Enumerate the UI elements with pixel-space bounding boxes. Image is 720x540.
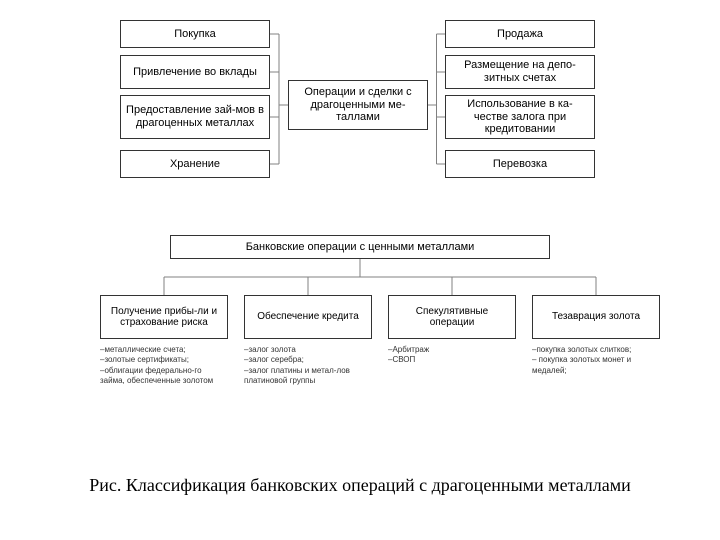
node-left-2: Предоставление зай-мов в драгоценных мет… [120,95,270,139]
node-left-3: Хранение [120,150,270,178]
node-child-3: Тезаврация золота [532,295,660,339]
node-child-0: Получение прибы-ли и страхование риска [100,295,228,339]
sub-3: –покупка золотых слитков;– покупка золот… [532,345,660,376]
node-bottom-root: Банковские операции с ценными металлами [170,235,550,259]
sub-1: –залог золота–залог серебра;–залог плати… [244,345,372,387]
sub-0: –металлические счета;–золотые сертификат… [100,345,228,387]
node-child-1: Обеспечение кредита [244,295,372,339]
node-right-2: Использование в ка-честве залога при кре… [445,95,595,139]
figure-caption: Рис. Классификация банковских операций с… [0,475,720,496]
node-top-center: Операции и сделки с драгоценными ме-талл… [288,80,428,130]
node-child-2: Спекулятивные операции [388,295,516,339]
node-left-0: Покупка [120,20,270,48]
node-right-1: Размещение на депо-зитных счетах [445,55,595,89]
sub-2: –Арбитраж–СВОП [388,345,516,366]
node-right-3: Перевозка [445,150,595,178]
node-left-1: Привлечение во вклады [120,55,270,89]
node-right-0: Продажа [445,20,595,48]
